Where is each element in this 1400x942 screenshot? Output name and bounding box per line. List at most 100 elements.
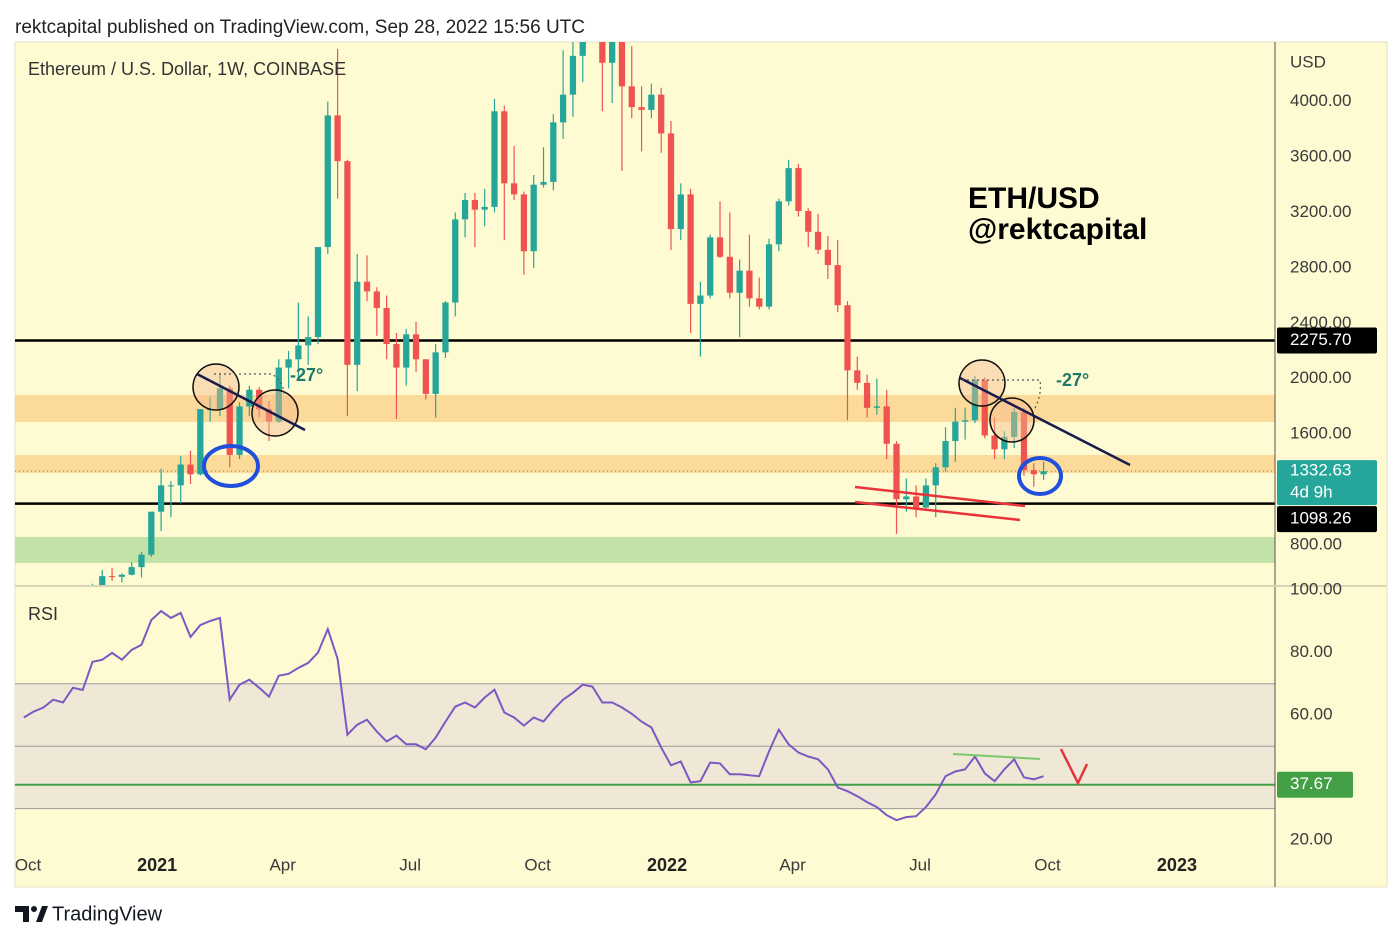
candle-body [785,168,792,202]
candle-body [589,17,595,21]
candle-body [638,107,645,110]
candle-body [354,281,361,365]
candle-body [559,94,567,123]
x-tick-label: 2021 [137,855,177,875]
candle-body [187,464,194,475]
x-tick-label: Oct [524,855,551,874]
candle-body [834,265,841,306]
candle-body [197,409,204,475]
candle-body [256,389,263,410]
candle-body [344,161,351,365]
zones [15,395,1275,563]
y-tick-label: 800.00 [1290,534,1342,553]
annotation: @rektcapital [968,213,1147,246]
rsi-line [23,609,1044,822]
candle-body [403,334,410,368]
axes: 800.00 1600.00 2000.00 2400.00 2800.00 3200.0… [15,91,1377,875]
candle-body [903,496,910,500]
wedge-line [854,500,1021,522]
candle-body [236,406,243,455]
level-box [1277,327,1377,354]
circle [958,359,1006,407]
highlight-ellipse [202,444,260,488]
candle-body [432,352,439,394]
rsi-tick-label: 100.00 [1290,580,1342,599]
candle-body [814,231,822,250]
rsi-background [15,683,1275,810]
candle-body [962,420,969,422]
candle-body [697,295,704,304]
candle-body [736,270,743,293]
candle-body [108,576,116,578]
axis-title: USD [1290,52,1326,71]
candle-body [295,345,302,360]
candle-body [99,576,106,585]
candle-body [118,574,126,577]
price-lines [15,339,1275,505]
candle-body [677,194,684,230]
candle-body [795,168,802,212]
rsi-trendline [952,753,1041,760]
y-tick-label: 1600.00 [1290,424,1351,443]
rsi-tick-label: 80.00 [1290,642,1333,661]
y-tick-label: 2400.00 [1290,313,1351,332]
x-tick-label: Apr [269,855,296,874]
candle-body [687,194,694,304]
level-box [1277,506,1377,533]
publisher-line: rektcapital published on TradingView.com… [15,17,585,38]
candle-body [579,42,586,56]
candle-body [932,467,939,486]
candle-body [805,211,812,232]
candle-body [991,435,998,450]
candle-body [461,199,469,220]
candle-body [520,194,528,252]
candle-body [412,334,420,360]
trendline [196,372,306,432]
candle-body [373,291,380,309]
candle-body [148,511,155,555]
drawings [192,359,1131,786]
trendline [959,376,1131,467]
candle-body [628,86,635,108]
candle-body [863,382,871,408]
candle-body [775,201,782,245]
support-zone [15,455,1275,473]
candle-body [334,115,341,162]
x-tick-label: Jul [909,855,931,874]
angle-label: -27° [1056,370,1089,390]
candle-body [707,237,714,296]
candle-body [128,567,135,575]
candle-body [844,305,851,371]
candle-body [912,496,920,508]
candle-body [1040,471,1047,475]
x-tick-label: Jul [399,855,421,874]
angle-guide [214,373,285,396]
x-tick-label: 2023 [1157,855,1197,875]
candle-body [167,485,175,487]
candle-body [550,122,557,182]
circle [192,363,240,411]
candle-body [952,421,959,442]
candle-body [609,42,616,63]
candle-body [275,367,282,422]
countdown-label: 4d 9h [1290,483,1333,502]
candle-body [540,181,547,185]
last-price-label: 1332.63 [1290,461,1351,480]
wedge-line [854,485,1026,508]
candle-body [569,55,577,95]
candle-body [246,389,253,407]
candle-body [981,380,988,436]
candle-body [658,94,665,134]
candle-body [314,247,322,338]
x-tick-label: 2022 [647,855,687,875]
circle [251,389,299,437]
candle-body [530,184,537,252]
candle-body [383,308,390,345]
logo-text: TradingView [52,903,163,925]
candle-body [177,464,184,486]
symbol-title: Ethereum / U.S. Dollar, 1W, COINBASE [28,59,346,79]
highlight-ellipse [1017,456,1063,496]
candle-body [510,183,518,195]
logo-mark [15,906,29,922]
candle-body [883,406,890,444]
